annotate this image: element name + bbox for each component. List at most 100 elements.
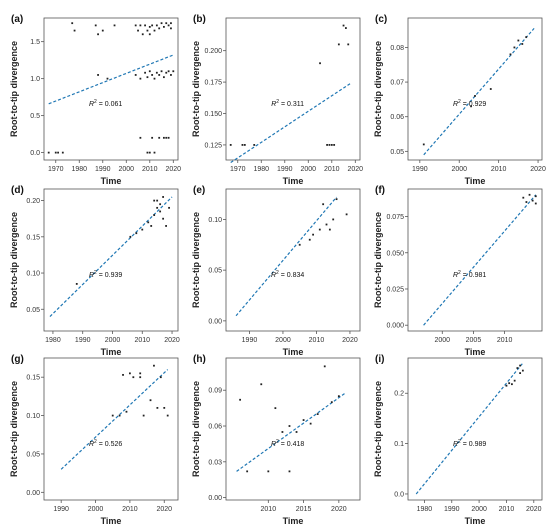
data-point bbox=[335, 198, 338, 201]
y-axis-title: Root-to-tip divergence bbox=[9, 41, 19, 137]
data-point bbox=[288, 470, 291, 473]
y-tick-label: 0.05 bbox=[26, 451, 40, 458]
data-point bbox=[159, 376, 162, 379]
data-point bbox=[73, 29, 76, 32]
data-point bbox=[517, 39, 520, 42]
y-tick-label: 0.10 bbox=[26, 271, 40, 278]
r-squared-label: R2 = 0.834 bbox=[271, 270, 304, 279]
data-point bbox=[172, 70, 175, 73]
x-tick-label: 2020 bbox=[156, 506, 172, 513]
data-point bbox=[525, 201, 528, 203]
plot-frame bbox=[225, 188, 361, 332]
data-point bbox=[521, 369, 524, 372]
panel-label: (f) bbox=[375, 185, 385, 196]
data-point bbox=[160, 22, 163, 25]
x-tick-label: 1970 bbox=[48, 166, 64, 173]
x-tick-label: 2020 bbox=[530, 166, 546, 173]
data-point bbox=[246, 470, 249, 473]
r-squared-label: R2 = 0.929 bbox=[453, 99, 486, 108]
data-point bbox=[166, 414, 169, 417]
data-point bbox=[513, 379, 516, 382]
x-axis-title: Time bbox=[465, 347, 486, 357]
y-tick-label: 0.03 bbox=[208, 459, 222, 466]
data-point bbox=[148, 70, 151, 73]
r-squared-label: R2 = 0.526 bbox=[89, 439, 122, 448]
y-tick-label: 0.20 bbox=[26, 198, 40, 205]
panel-h: (h) 0.00 0.03 0.06 0.09 2010 2015 2020 Time Root-… bbox=[191, 354, 361, 526]
data-point bbox=[101, 29, 104, 32]
data-point bbox=[168, 206, 170, 209]
data-point bbox=[132, 376, 135, 379]
data-point bbox=[153, 151, 156, 154]
data-point bbox=[153, 29, 156, 32]
data-point bbox=[75, 283, 78, 285]
data-point bbox=[148, 33, 151, 36]
data-point bbox=[260, 383, 263, 386]
panel-label: (g) bbox=[11, 354, 24, 365]
data-point bbox=[422, 143, 425, 146]
data-point bbox=[94, 24, 97, 27]
y-tick-label: 0.0 bbox=[30, 150, 40, 157]
x-tick-label: 2000 bbox=[300, 166, 316, 173]
data-point bbox=[253, 144, 256, 146]
data-point bbox=[528, 193, 531, 196]
data-point bbox=[521, 43, 524, 45]
panel-label: (a) bbox=[11, 14, 23, 25]
data-point bbox=[309, 422, 312, 425]
y-tick-label: 1.0 bbox=[30, 76, 40, 83]
x-tick-label: 2000 bbox=[88, 506, 104, 513]
x-axis-title: Time bbox=[283, 516, 304, 526]
x-axis-title: Time bbox=[465, 176, 486, 186]
data-point bbox=[165, 136, 168, 139]
x-axis-title: Time bbox=[101, 347, 122, 357]
data-point bbox=[534, 202, 537, 205]
x-tick-label: 1980 bbox=[71, 166, 87, 173]
data-point bbox=[162, 136, 165, 139]
r-squared-label: R2 = 0.311 bbox=[271, 99, 304, 108]
data-point bbox=[316, 413, 319, 415]
regression-line bbox=[415, 362, 524, 495]
y-axis-title: Root-to-tip divergence bbox=[191, 381, 201, 477]
data-point bbox=[144, 71, 146, 74]
data-point bbox=[162, 76, 165, 79]
x-tick-label: 1990 bbox=[95, 166, 111, 173]
x-tick-label: 2020 bbox=[164, 337, 180, 344]
y-tick-label: 0.00 bbox=[208, 495, 222, 502]
x-tick-label: 2010 bbox=[324, 166, 340, 173]
data-point bbox=[97, 74, 99, 76]
data-point bbox=[57, 151, 60, 154]
x-tick-label: 2020 bbox=[348, 166, 364, 173]
y-tick-label: 0.07 bbox=[390, 80, 404, 87]
plot-frame bbox=[43, 357, 179, 501]
panel-e: (e) 0.00 0.05 0.10 1990 2000 2010 2020 Time Root-… bbox=[191, 185, 361, 357]
panel-d: (d) 0.05 0.10 0.15 0.20 1980 1990 2000 2010 2020 T… bbox=[9, 185, 180, 357]
y-tick-label: 0.10 bbox=[208, 217, 222, 224]
data-point bbox=[332, 218, 335, 221]
data-point bbox=[129, 235, 132, 238]
x-tick-label: 2000 bbox=[118, 166, 134, 173]
r-squared-label: R2 = 0.981 bbox=[453, 270, 486, 279]
y-tick-label: 0.06 bbox=[390, 114, 404, 121]
panel-label: (d) bbox=[11, 185, 24, 196]
x-tick-label: 2000 bbox=[275, 337, 291, 344]
panel-f: (f) 0.000 0.025 0.050 0.075 2000 2005 2010 Time R… bbox=[373, 185, 543, 357]
data-point bbox=[71, 22, 74, 25]
y-tick-label: 0.175 bbox=[204, 80, 222, 87]
data-point bbox=[323, 365, 326, 368]
x-tick-label: 2010 bbox=[122, 506, 138, 513]
r-squared-label: R2 = 0.418 bbox=[271, 439, 304, 448]
data-point bbox=[148, 151, 151, 154]
data-point bbox=[167, 136, 170, 139]
x-tick-label: 1990 bbox=[53, 506, 69, 513]
y-tick-label: 0.08 bbox=[390, 45, 404, 52]
y-tick-label: 0.150 bbox=[204, 111, 222, 118]
data-point bbox=[153, 199, 156, 202]
x-axis-title: Time bbox=[101, 516, 122, 526]
regression-line bbox=[235, 196, 338, 317]
data-point bbox=[61, 151, 64, 154]
x-tick-label: 2010 bbox=[497, 337, 513, 344]
data-point bbox=[153, 214, 156, 216]
data-point bbox=[288, 425, 291, 427]
data-point bbox=[141, 33, 144, 36]
data-point bbox=[141, 228, 144, 231]
